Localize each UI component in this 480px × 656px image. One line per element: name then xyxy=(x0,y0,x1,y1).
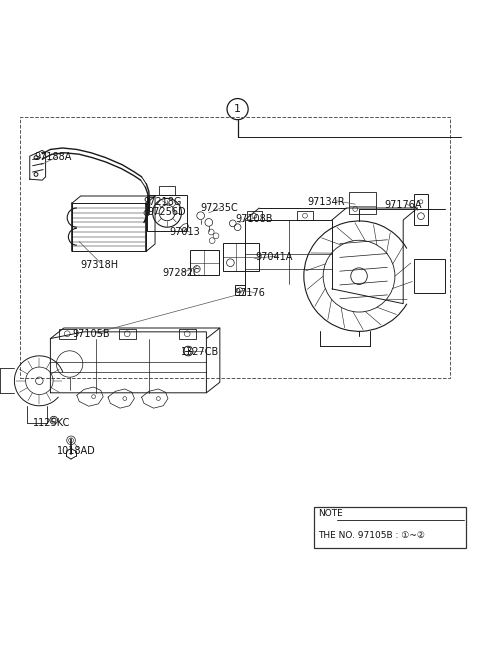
Text: 97282C: 97282C xyxy=(162,268,200,278)
Bar xyxy=(414,259,445,293)
Text: 97013: 97013 xyxy=(169,227,200,237)
Text: THE NO. 97105B : ①~②: THE NO. 97105B : ①~② xyxy=(318,531,425,540)
Text: 97176: 97176 xyxy=(234,289,265,298)
Text: 97218G: 97218G xyxy=(143,197,181,207)
Bar xyxy=(314,507,466,548)
Bar xyxy=(247,211,262,220)
Bar xyxy=(223,243,259,272)
Bar xyxy=(179,329,196,338)
Text: NOTE: NOTE xyxy=(318,509,343,518)
Text: 97188A: 97188A xyxy=(35,152,72,162)
Bar xyxy=(349,192,376,214)
Text: 97256D: 97256D xyxy=(148,207,186,217)
Text: 97235C: 97235C xyxy=(201,203,239,213)
Text: 1125KC: 1125KC xyxy=(33,418,70,428)
Bar xyxy=(147,195,187,231)
Text: 97134R: 97134R xyxy=(307,197,345,207)
Text: 97176A: 97176A xyxy=(384,199,421,210)
Text: 1327CB: 1327CB xyxy=(181,347,220,357)
Bar xyxy=(297,211,312,220)
Text: 97318H: 97318H xyxy=(81,260,119,270)
Text: 1: 1 xyxy=(234,104,241,114)
Bar xyxy=(20,117,450,379)
Bar xyxy=(59,329,76,338)
Bar xyxy=(119,329,136,338)
Text: 97105B: 97105B xyxy=(72,329,109,338)
Bar xyxy=(235,285,245,295)
Bar xyxy=(414,194,428,225)
Bar xyxy=(190,250,219,276)
Text: 97108B: 97108B xyxy=(235,214,273,224)
Text: 1018AD: 1018AD xyxy=(57,446,96,457)
Text: 97041A: 97041A xyxy=(255,252,293,262)
Bar xyxy=(159,186,175,195)
